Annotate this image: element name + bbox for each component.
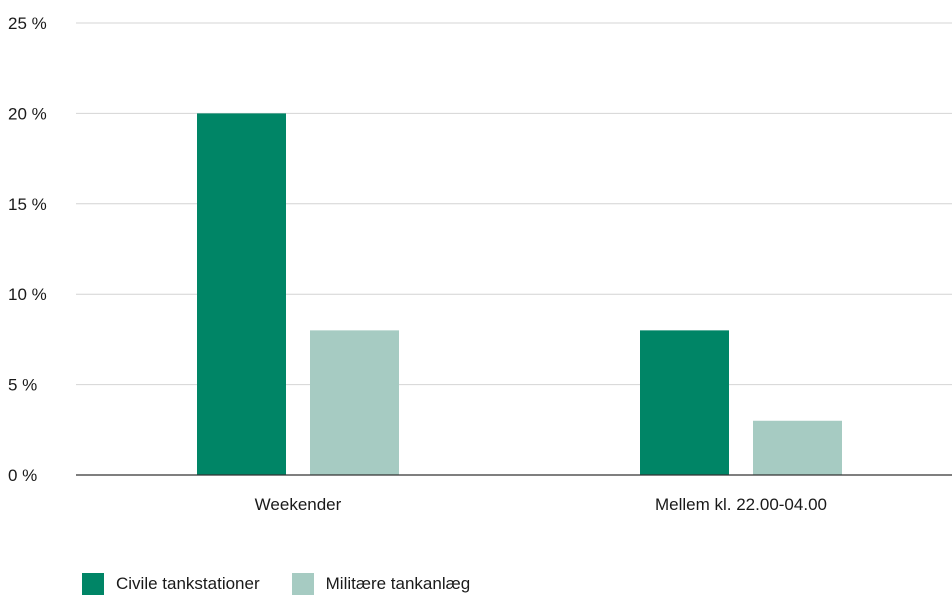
x-category-label-0: Weekender <box>255 495 342 514</box>
y-tick-label-25: 25 % <box>8 14 47 33</box>
bar-civile-0 <box>197 113 286 475</box>
legend-label-militaere: Militære tankanlæg <box>326 573 471 595</box>
y-axis-tick-labels: 0 % 5 % 10 % 15 % 20 % 25 % <box>8 14 47 485</box>
x-category-label-1: Mellem kl. 22.00-04.00 <box>655 495 827 514</box>
y-tick-label-0: 0 % <box>8 466 37 485</box>
legend-item-civile: Civile tankstationer <box>82 573 260 595</box>
y-tick-label-5: 5 % <box>8 376 37 395</box>
legend-label-civile: Civile tankstationer <box>116 573 260 595</box>
bar-militaere-0 <box>310 330 399 475</box>
bar-civile-1 <box>640 330 729 475</box>
legend: Civile tankstationer Militære tankanlæg <box>82 573 502 595</box>
legend-swatch-militaere <box>292 573 314 595</box>
x-axis-category-labels: Weekender Mellem kl. 22.00-04.00 <box>255 495 827 514</box>
y-tick-label-15: 15 % <box>8 195 47 214</box>
bar-militaere-1 <box>753 421 842 475</box>
y-tick-label-20: 20 % <box>8 104 47 123</box>
y-tick-label-10: 10 % <box>8 285 47 304</box>
legend-swatch-civile <box>82 573 104 595</box>
legend-item-militaere: Militære tankanlæg <box>292 573 471 595</box>
